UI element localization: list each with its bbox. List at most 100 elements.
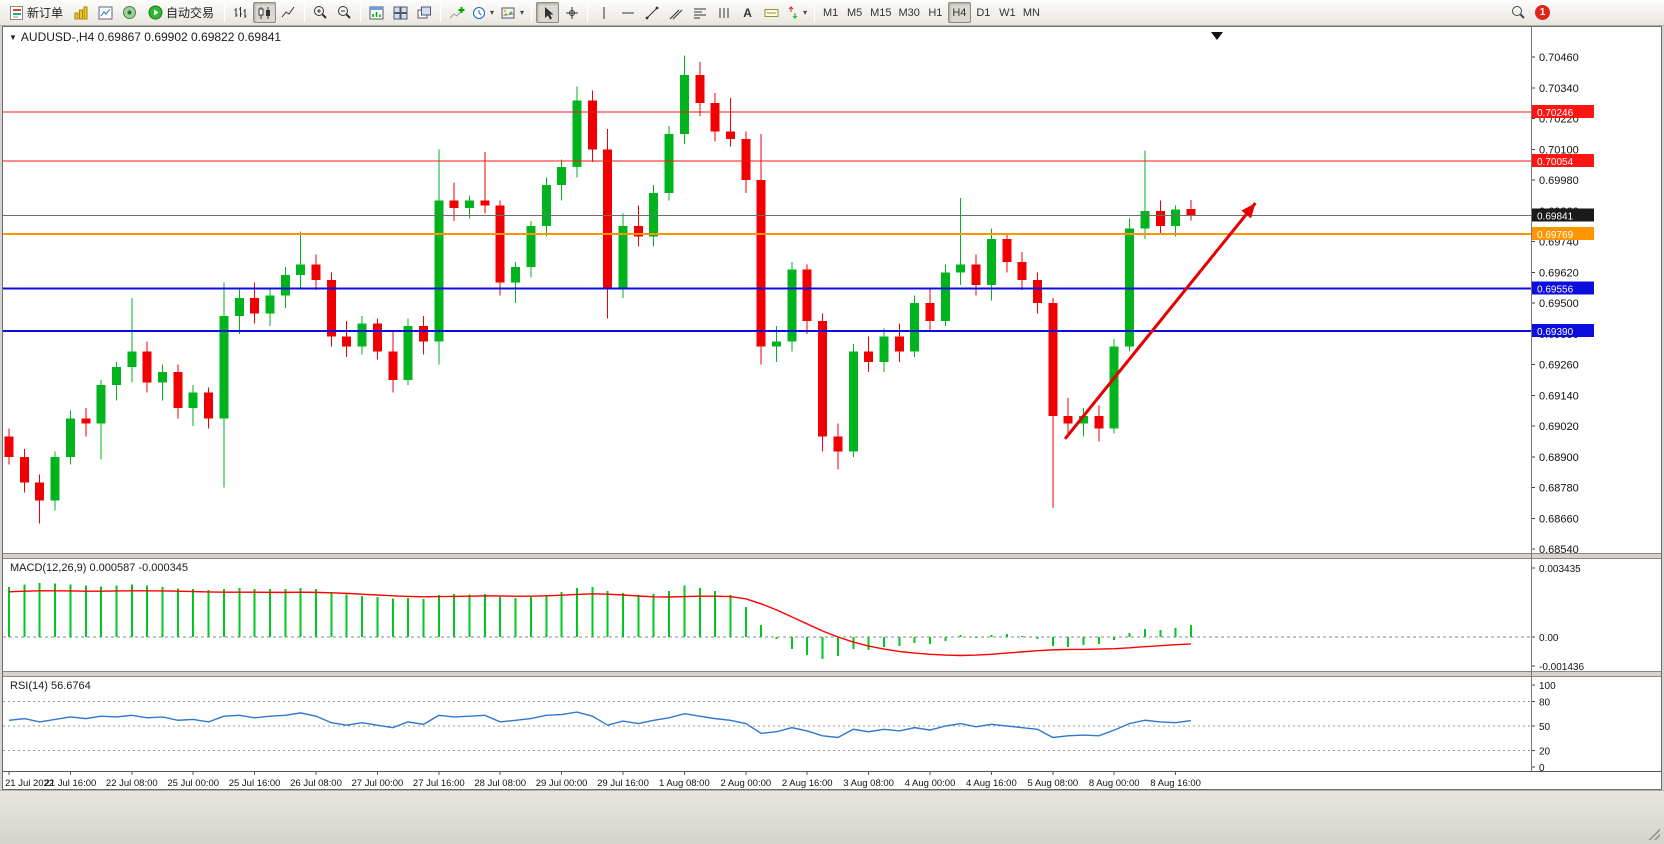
toolbar-separator xyxy=(224,3,226,22)
one-click-trading-toggle-icon[interactable]: ▼ xyxy=(9,32,17,42)
new-order-label: 新订单 xyxy=(27,6,64,20)
new-order-button[interactable]: 新订单 xyxy=(3,2,69,23)
crosshair-button[interactable] xyxy=(560,2,583,23)
horizontal-line-tool-button[interactable] xyxy=(616,2,639,23)
period-clock-icon xyxy=(473,6,486,19)
svg-text:27 Jul 00:00: 27 Jul 00:00 xyxy=(352,778,404,789)
svg-text:26 Jul 08:00: 26 Jul 08:00 xyxy=(290,778,342,789)
svg-text:3 Aug 08:00: 3 Aug 08:00 xyxy=(843,778,894,789)
add-indicator-button[interactable] xyxy=(445,2,468,23)
add-indicator-icon xyxy=(449,6,465,18)
chart-candles-button[interactable] xyxy=(253,2,277,23)
svg-text:27 Jul 16:00: 27 Jul 16:00 xyxy=(413,778,465,789)
text-label-tool-button[interactable] xyxy=(760,2,783,23)
template-menu-button[interactable]: ▾ xyxy=(498,2,527,23)
cycle-lines-icon xyxy=(719,7,729,18)
svg-text:100: 100 xyxy=(1539,681,1556,692)
autotrading-button[interactable]: 自动交易 xyxy=(142,2,220,23)
period-menu-button[interactable]: ▾ xyxy=(469,2,497,23)
cursor-button[interactable] xyxy=(536,2,560,23)
trendline-tool-button[interactable] xyxy=(640,2,663,23)
chart-line-button[interactable] xyxy=(277,2,300,23)
timeframe-d1-button[interactable]: D1 xyxy=(972,2,995,23)
toolbar-separator xyxy=(531,3,533,22)
arrows-tool-button[interactable]: ▾ xyxy=(784,2,810,23)
zoom-out-button[interactable] xyxy=(333,2,356,23)
svg-text:21 Jul 2022: 21 Jul 2022 xyxy=(5,778,54,789)
svg-text:0.69841: 0.69841 xyxy=(1537,212,1574,223)
timeframe-mn-button[interactable]: MN xyxy=(1020,2,1043,23)
toolbar-separator xyxy=(440,3,442,22)
market-watch-button[interactable] xyxy=(70,2,93,23)
search-button[interactable] xyxy=(1507,2,1530,23)
autotrading-icon xyxy=(148,5,163,20)
svg-text:0.69556: 0.69556 xyxy=(1537,285,1574,296)
notification-badge: 1 xyxy=(1535,5,1550,20)
svg-text:4 Aug 00:00: 4 Aug 00:00 xyxy=(905,778,956,789)
timeframe-h1-button[interactable]: H1 xyxy=(924,2,947,23)
timeframe-m15-label: M15 xyxy=(870,6,892,19)
price-chart-canvas[interactable]: 0.704600.703400.702200.701000.699800.698… xyxy=(3,27,1661,789)
new-chart-button[interactable] xyxy=(365,2,388,23)
market-watch-icon xyxy=(74,6,88,19)
template-icon xyxy=(501,7,515,18)
timeframe-w1-label: W1 xyxy=(999,6,1016,19)
timeframe-m30-label: M30 xyxy=(898,6,920,19)
timeframe-m30-button[interactable]: M30 xyxy=(895,2,922,23)
line-chart-icon xyxy=(281,6,295,17)
fibonacci-icon xyxy=(693,8,706,18)
cascade-windows-button[interactable] xyxy=(413,2,436,23)
zoom-out-icon xyxy=(338,6,351,19)
timeframe-m1-label: M1 xyxy=(822,6,839,19)
cursor-icon xyxy=(544,6,554,19)
zoom-in-icon xyxy=(314,6,327,19)
svg-text:0.68900: 0.68900 xyxy=(1539,452,1579,464)
timeframe-mn-label: MN xyxy=(1022,6,1040,19)
notifications-button[interactable]: 1 xyxy=(1531,2,1554,23)
navigator-icon xyxy=(123,6,137,19)
timeframe-m15-button[interactable]: M15 xyxy=(867,2,894,23)
channel-icon xyxy=(669,9,682,19)
svg-text:0.69980: 0.69980 xyxy=(1539,175,1579,187)
fibonacci-tool-button[interactable] xyxy=(688,2,711,23)
navigator-button[interactable] xyxy=(118,2,141,23)
svg-text:28 Jul 08:00: 28 Jul 08:00 xyxy=(474,778,526,789)
svg-text:25 Jul 00:00: 25 Jul 00:00 xyxy=(167,778,219,789)
data-window-button[interactable] xyxy=(94,2,117,23)
timeframe-m5-button[interactable]: M5 xyxy=(843,2,866,23)
svg-text:2 Aug 00:00: 2 Aug 00:00 xyxy=(720,778,771,789)
vertical-line-tool-button[interactable] xyxy=(592,2,615,23)
svg-text:8 Aug 16:00: 8 Aug 16:00 xyxy=(1150,778,1201,789)
search-icon xyxy=(1512,6,1525,19)
tile-windows-button[interactable] xyxy=(389,2,412,23)
channel-tool-button[interactable] xyxy=(664,2,687,23)
svg-text:4 Aug 16:00: 4 Aug 16:00 xyxy=(966,778,1017,789)
svg-text:20: 20 xyxy=(1539,747,1551,758)
svg-text:0.70100: 0.70100 xyxy=(1539,144,1579,156)
toolbar-separator xyxy=(360,3,362,22)
svg-text:2 Aug 16:00: 2 Aug 16:00 xyxy=(782,778,833,789)
timeframe-h4-button[interactable]: H4 xyxy=(947,2,971,23)
window-resize-grip[interactable] xyxy=(1647,827,1660,840)
chart-window: 0.704600.703400.702200.701000.699800.698… xyxy=(2,26,1662,790)
chart-bars-button[interactable] xyxy=(229,2,252,23)
svg-text:0.70340: 0.70340 xyxy=(1539,83,1579,95)
svg-text:1 Aug 08:00: 1 Aug 08:00 xyxy=(659,778,710,789)
svg-text:0: 0 xyxy=(1539,763,1545,774)
toolbar-separator xyxy=(304,3,306,22)
data-window-icon xyxy=(98,6,113,19)
text-tool-button[interactable]: A xyxy=(736,2,759,23)
svg-text:25 Jul 16:00: 25 Jul 16:00 xyxy=(229,778,281,789)
timeframe-d1-label: D1 xyxy=(976,6,991,19)
timeframe-m1-button[interactable]: M1 xyxy=(819,2,842,23)
svg-text:21 Jul 16:00: 21 Jul 16:00 xyxy=(45,778,97,789)
chevron-down-icon: ▾ xyxy=(520,8,525,17)
timeframe-w1-button[interactable]: W1 xyxy=(996,2,1019,23)
svg-text:0.70246: 0.70246 xyxy=(1537,108,1574,119)
svg-text:80: 80 xyxy=(1539,697,1551,708)
svg-text:50: 50 xyxy=(1539,722,1551,733)
svg-text:0.69140: 0.69140 xyxy=(1539,390,1579,402)
zoom-in-button[interactable] xyxy=(309,2,332,23)
cycle-lines-tool-button[interactable] xyxy=(712,2,735,23)
cascade-windows-icon xyxy=(417,6,432,18)
